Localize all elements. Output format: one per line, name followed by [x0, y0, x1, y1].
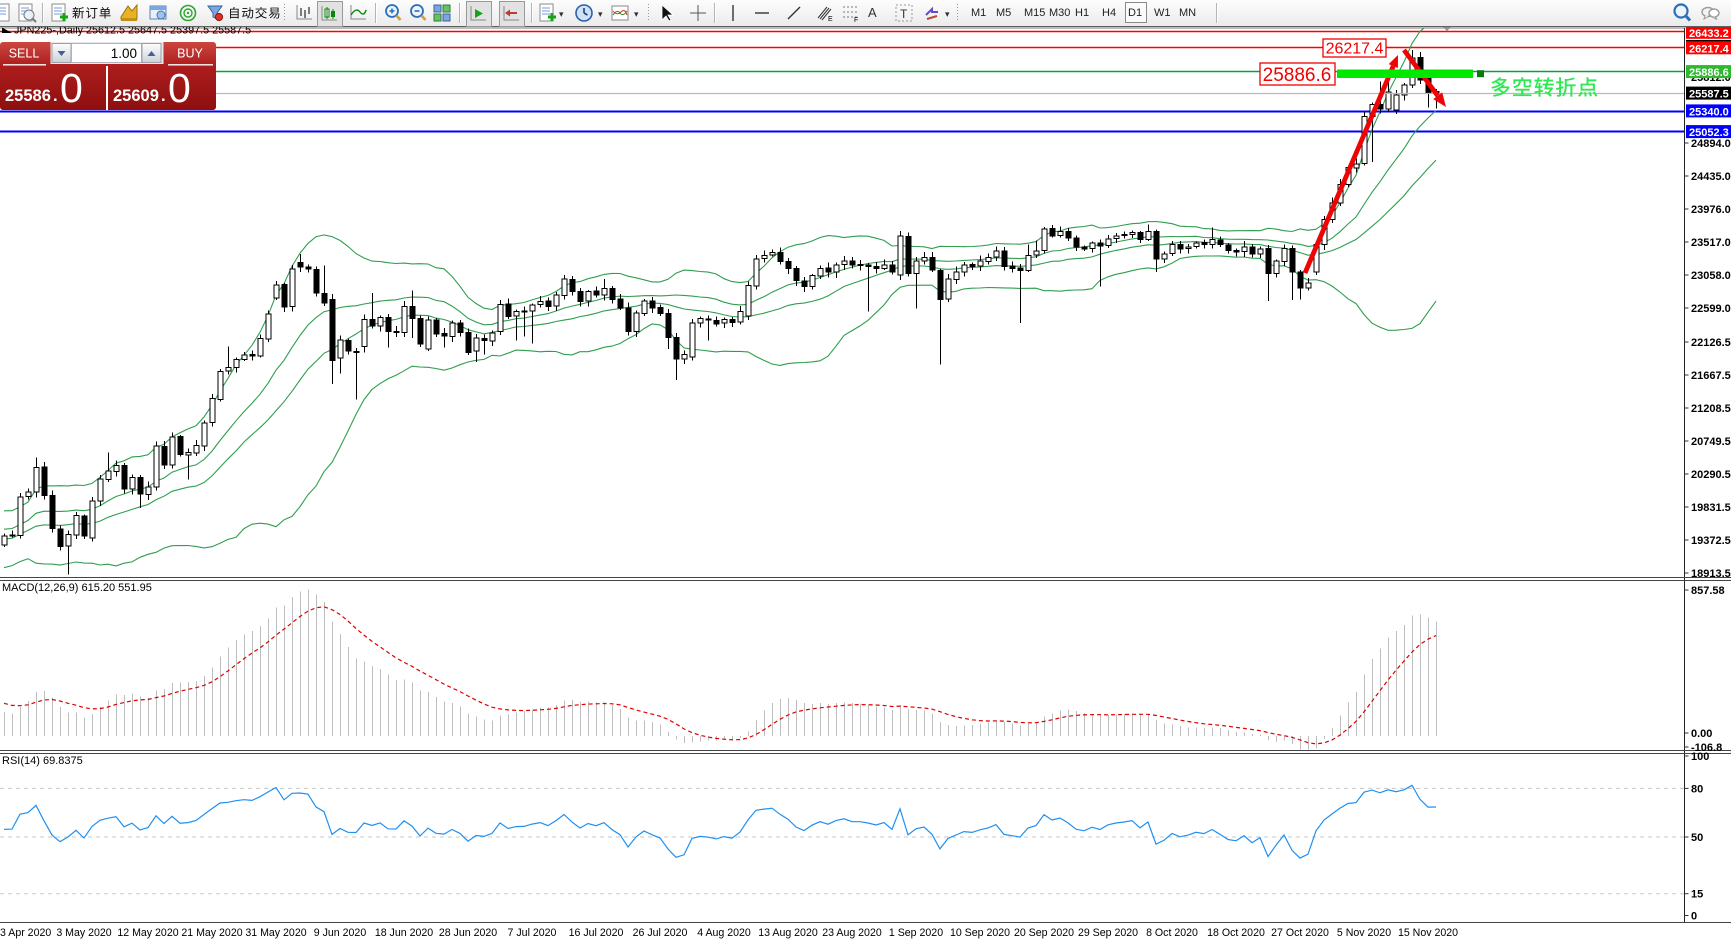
svg-text:15: 15 — [1691, 889, 1703, 901]
svg-text:19831.5: 19831.5 — [1691, 502, 1731, 514]
svg-text:27 Oct 2020: 27 Oct 2020 — [1271, 927, 1329, 939]
svg-text:25886.6: 25886.6 — [1263, 65, 1332, 86]
svg-text:E: E — [828, 16, 833, 23]
svg-text:80: 80 — [1691, 783, 1703, 795]
svg-text:25609: 25609 — [113, 87, 159, 105]
svg-text:24894.0: 24894.0 — [1691, 138, 1731, 150]
svg-text:1 Sep 2020: 1 Sep 2020 — [889, 927, 943, 939]
svg-text:MACD(12,26,9) 615.20 551.95: MACD(12,26,9) 615.20 551.95 — [2, 582, 152, 594]
svg-text:18 Jun 2020: 18 Jun 2020 — [375, 927, 433, 939]
svg-text:20 Sep 2020: 20 Sep 2020 — [1014, 927, 1074, 939]
svg-text:23 Aug 2020: 23 Aug 2020 — [822, 927, 882, 939]
svg-text:21 May 2020: 21 May 2020 — [181, 927, 242, 939]
svg-text:20749.5: 20749.5 — [1691, 436, 1731, 448]
svg-text:F: F — [854, 17, 858, 23]
svg-text:12 May 2020: 12 May 2020 — [117, 927, 178, 939]
svg-text:100: 100 — [1691, 751, 1709, 763]
svg-text:25586: 25586 — [5, 87, 51, 105]
svg-text:13 Aug 2020: 13 Aug 2020 — [758, 927, 818, 939]
svg-text:-106.8: -106.8 — [1691, 742, 1722, 754]
svg-text:25587.5: 25587.5 — [1689, 89, 1729, 101]
svg-text:9 Jun 2020: 9 Jun 2020 — [314, 927, 367, 939]
svg-text:3 May 2020: 3 May 2020 — [56, 927, 111, 939]
svg-text:26 Jul 2020: 26 Jul 2020 — [633, 927, 688, 939]
svg-text:18 Oct 2020: 18 Oct 2020 — [1207, 927, 1265, 939]
svg-text:26217.4: 26217.4 — [1689, 43, 1730, 55]
svg-text:RSI(14) 69.8375: RSI(14) 69.8375 — [2, 755, 83, 767]
svg-text:T: T — [900, 7, 908, 21]
svg-text:15 Nov 2020: 15 Nov 2020 — [1398, 927, 1458, 939]
svg-text:25340.0: 25340.0 — [1689, 106, 1729, 118]
svg-text:23976.0: 23976.0 — [1691, 204, 1731, 216]
svg-text:7 Jul 2020: 7 Jul 2020 — [508, 927, 557, 939]
svg-text:JPN225-,Daily 25612.5 25647.5: JPN225-,Daily 25612.5 25647.5 25397.5 25… — [14, 25, 251, 37]
svg-text:3 Apr 2020: 3 Apr 2020 — [0, 927, 51, 939]
svg-text:22599.0: 22599.0 — [1691, 303, 1731, 315]
svg-text:21667.5: 21667.5 — [1691, 370, 1731, 382]
svg-text:26217.4: 26217.4 — [1326, 41, 1384, 58]
svg-text:22126.5: 22126.5 — [1691, 337, 1731, 349]
svg-text:.: . — [53, 87, 58, 105]
svg-text:25052.3: 25052.3 — [1689, 127, 1729, 139]
svg-text:23058.0: 23058.0 — [1691, 270, 1731, 282]
svg-text:19372.5: 19372.5 — [1691, 535, 1731, 547]
svg-text:SELL: SELL — [9, 47, 40, 61]
svg-text:.: . — [161, 87, 166, 105]
svg-text:29 Sep 2020: 29 Sep 2020 — [1078, 927, 1138, 939]
svg-text:28 Jun 2020: 28 Jun 2020 — [439, 927, 497, 939]
svg-text:4 Aug 2020: 4 Aug 2020 — [697, 927, 751, 939]
svg-text:26433.2: 26433.2 — [1689, 28, 1729, 40]
svg-text:0: 0 — [1691, 911, 1697, 923]
svg-text:BUY: BUY — [177, 47, 203, 61]
svg-text:0: 0 — [168, 65, 191, 111]
svg-text:31 May 2020: 31 May 2020 — [245, 927, 306, 939]
svg-text:16 Jul 2020: 16 Jul 2020 — [569, 927, 624, 939]
svg-text:25886.6: 25886.6 — [1689, 67, 1729, 79]
svg-text:10 Sep 2020: 10 Sep 2020 — [950, 927, 1010, 939]
svg-text:0.00: 0.00 — [1691, 728, 1712, 740]
svg-text:857.58: 857.58 — [1691, 585, 1725, 597]
svg-text:5 Nov 2020: 5 Nov 2020 — [1337, 927, 1391, 939]
svg-text:8 Oct 2020: 8 Oct 2020 — [1146, 927, 1198, 939]
svg-text:1.00: 1.00 — [111, 46, 137, 61]
svg-text:24435.0: 24435.0 — [1691, 171, 1731, 183]
svg-text:21208.5: 21208.5 — [1691, 403, 1731, 415]
svg-text:20290.5: 20290.5 — [1691, 469, 1731, 481]
svg-text:0: 0 — [60, 65, 83, 111]
svg-text:18913.5: 18913.5 — [1691, 568, 1731, 580]
svg-text:50: 50 — [1691, 832, 1703, 844]
svg-text:23517.0: 23517.0 — [1691, 237, 1731, 249]
